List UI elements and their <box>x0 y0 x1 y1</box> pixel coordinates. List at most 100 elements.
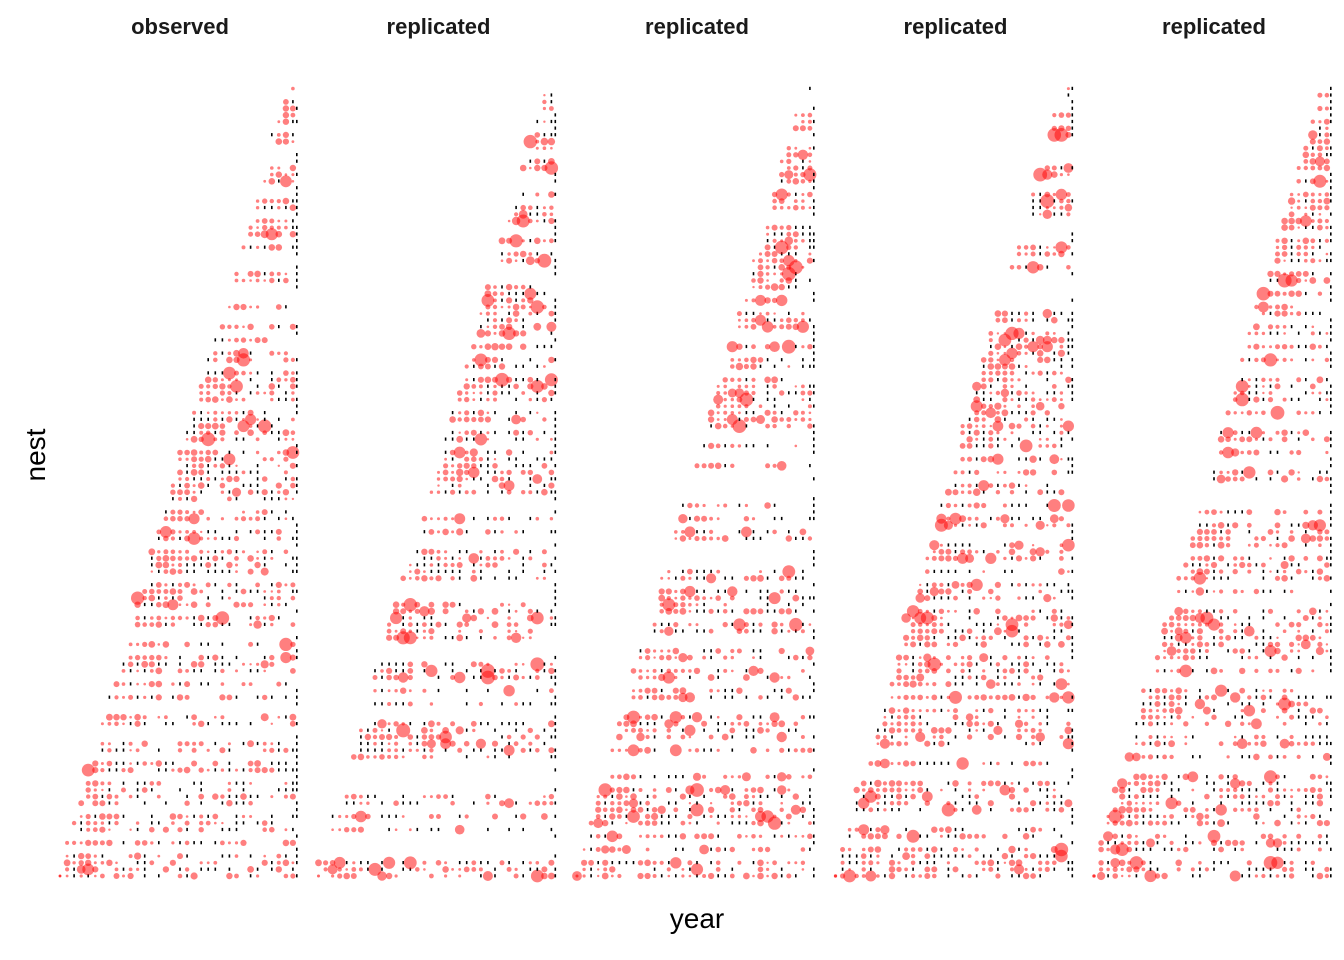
data-point <box>290 641 296 648</box>
empty-nest-mark <box>773 788 776 792</box>
data-point <box>808 623 812 626</box>
data-point <box>595 847 601 852</box>
data-point <box>92 800 99 807</box>
data-point <box>289 231 297 238</box>
empty-nest-mark <box>221 854 224 858</box>
empty-nest-mark <box>543 662 546 666</box>
data-point <box>709 529 714 535</box>
empty-nest-mark <box>529 675 532 679</box>
empty-nest-mark <box>668 622 670 626</box>
data-point <box>745 835 748 838</box>
data-point <box>784 236 794 246</box>
empty-nest-mark <box>1305 801 1307 805</box>
data-point <box>530 379 544 393</box>
data-point <box>100 781 105 786</box>
data-point <box>1289 649 1294 653</box>
data-point <box>290 482 296 489</box>
empty-nest-mark <box>1312 629 1314 633</box>
data-point <box>925 709 929 713</box>
data-point <box>667 874 671 878</box>
data-point <box>1317 834 1323 839</box>
empty-nest-mark <box>292 119 294 124</box>
data-point <box>931 866 938 873</box>
data-point <box>1023 721 1029 726</box>
data-point <box>177 615 183 621</box>
data-point <box>916 634 924 642</box>
empty-nest-mark <box>773 688 776 693</box>
data-point <box>968 788 972 792</box>
data-point <box>1010 378 1014 382</box>
data-point <box>639 834 642 838</box>
empty-nest-mark <box>1046 583 1049 587</box>
empty-nest-mark <box>271 861 273 865</box>
data-point <box>888 866 896 873</box>
data-point <box>269 324 275 330</box>
data-point <box>170 529 176 535</box>
empty-nest-mark <box>296 464 298 468</box>
empty-nest-mark <box>235 550 238 554</box>
data-point <box>187 532 201 545</box>
empty-nest-mark <box>1248 556 1251 560</box>
data-point <box>289 839 296 847</box>
data-point <box>1016 390 1022 396</box>
data-point <box>506 317 513 324</box>
data-point <box>938 628 944 634</box>
empty-nest-mark <box>554 854 557 858</box>
data-point <box>1275 251 1280 257</box>
data-point <box>723 397 727 402</box>
data-point <box>206 430 211 435</box>
empty-nest-mark <box>1071 86 1074 90</box>
data-point <box>1183 608 1189 614</box>
data-point <box>1148 714 1153 720</box>
empty-nest-mark <box>1060 589 1063 593</box>
data-point <box>889 801 895 806</box>
data-point <box>917 780 923 787</box>
data-point <box>1290 795 1294 799</box>
data-point <box>442 528 449 536</box>
data-point <box>938 727 945 734</box>
data-point <box>269 661 275 667</box>
empty-nest-mark <box>1046 662 1049 666</box>
data-point <box>403 856 417 870</box>
data-point <box>506 297 513 304</box>
data-point <box>1269 543 1272 547</box>
data-point <box>1267 270 1274 278</box>
data-point <box>1023 615 1029 621</box>
data-point <box>1247 569 1252 574</box>
data-point <box>1044 165 1051 171</box>
data-point <box>715 403 721 409</box>
empty-nest-mark <box>1018 411 1020 415</box>
data-point <box>808 252 812 256</box>
data-point <box>1290 305 1294 309</box>
empty-nest-mark <box>522 318 524 322</box>
empty-nest-mark <box>891 808 893 812</box>
data-point <box>989 596 992 600</box>
data-point <box>226 872 233 880</box>
empty-nest-mark <box>296 119 298 124</box>
data-point <box>630 793 637 800</box>
data-point <box>785 535 792 542</box>
empty-nest-mark <box>997 483 999 487</box>
data-point <box>1251 718 1262 730</box>
data-point <box>255 219 260 223</box>
data-point <box>1325 450 1329 455</box>
empty-nest-mark <box>1039 245 1041 249</box>
data-point <box>100 821 105 825</box>
data-point <box>972 381 982 391</box>
empty-nest-mark <box>423 556 426 560</box>
data-point <box>981 780 987 787</box>
data-point <box>1019 439 1033 453</box>
empty-nest-mark <box>285 602 287 607</box>
data-point <box>184 681 191 688</box>
data-point <box>1017 715 1021 719</box>
data-point <box>688 596 692 600</box>
data-point <box>500 305 504 309</box>
data-point <box>602 859 609 866</box>
data-point <box>219 747 226 754</box>
data-point <box>684 724 696 737</box>
empty-nest-mark <box>975 523 978 527</box>
data-point <box>256 418 259 421</box>
empty-nest-mark <box>1039 556 1041 560</box>
data-point <box>1059 662 1064 667</box>
data-point <box>752 285 755 289</box>
